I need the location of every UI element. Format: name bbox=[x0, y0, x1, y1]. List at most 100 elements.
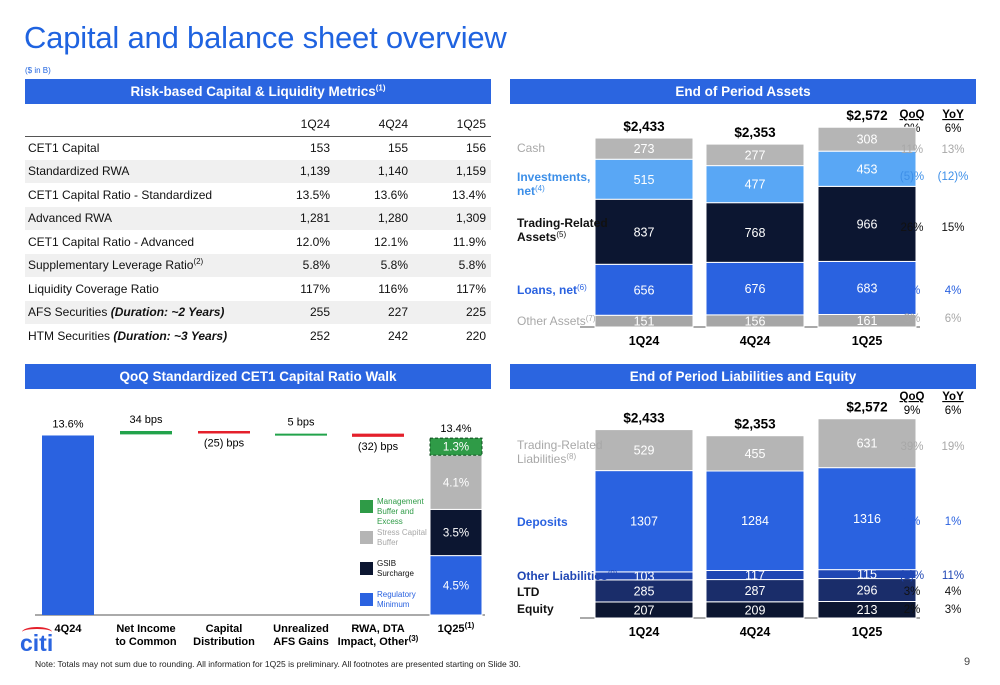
bar-value-label: 1284 bbox=[741, 514, 769, 528]
series-yoy: 4% bbox=[945, 285, 962, 297]
end-bar-segment bbox=[429, 454, 483, 510]
bar-value-label: 676 bbox=[745, 282, 766, 296]
legend-label: Stress Capital bbox=[377, 528, 427, 537]
qoq-header: QoQ bbox=[900, 391, 925, 403]
start-bar bbox=[42, 435, 94, 615]
bar-value-label: 209 bbox=[745, 603, 766, 617]
x-tick-label: 1Q24 bbox=[629, 625, 660, 639]
metrics-col-header: 1Q24 bbox=[257, 112, 335, 137]
metrics-cell: 116% bbox=[378, 281, 408, 296]
x-tick-label: 1Q25 bbox=[852, 625, 883, 639]
bar-value-label: 1307 bbox=[630, 515, 658, 529]
end-bar-label: 3.5% bbox=[443, 528, 469, 540]
walk-step-bar bbox=[275, 433, 327, 436]
series-label: Other Liabilities(9) bbox=[517, 569, 618, 583]
bar-segment bbox=[594, 429, 694, 472]
qoq-header: QoQ bbox=[900, 109, 925, 121]
series-label-footnote: (8) bbox=[566, 452, 576, 461]
series-label-footnote: (9) bbox=[608, 569, 618, 578]
series-yoy: 11% bbox=[942, 570, 964, 582]
walk-step-bar bbox=[120, 430, 172, 435]
metrics-row: HTM Securities (Duration: ~3 Years) 252 24… bbox=[25, 324, 491, 348]
series-label-line: Equity bbox=[517, 602, 554, 616]
x-tick-label-line: RWA, DTA bbox=[351, 623, 404, 635]
series-label-line: Loans, net(6) bbox=[517, 283, 587, 297]
walk-step-bar bbox=[198, 430, 250, 434]
metrics-cell: 13.4% bbox=[451, 187, 486, 202]
bar-segment bbox=[817, 126, 917, 152]
series-yoy: 13% bbox=[941, 144, 964, 156]
x-tick-label-line: Impact, Other(3) bbox=[338, 634, 419, 648]
series-label: Equity bbox=[517, 602, 554, 616]
metrics-row: CET1 Capital Ratio - Advanced 12.0% 12.1% 1… bbox=[25, 230, 491, 254]
series-label-line: LTD bbox=[517, 585, 540, 599]
metrics-header-row: 1Q24 4Q24 1Q25 bbox=[25, 112, 491, 137]
series-label-line: Cash bbox=[517, 141, 545, 155]
metrics-cell: 1,139 bbox=[257, 159, 335, 183]
bar-value-label: 631 bbox=[857, 437, 878, 451]
bar-value-label: 273 bbox=[634, 142, 655, 156]
bar-value-label: 285 bbox=[634, 584, 655, 598]
series-qoq: 2% bbox=[904, 516, 921, 528]
x-tick-label-line: Capital bbox=[206, 623, 243, 635]
total-qoq: 9% bbox=[904, 405, 921, 417]
metrics-row: Supplementary Leverage Ratio(2) 5.8% 5.8% 5… bbox=[25, 253, 491, 277]
legend-swatch bbox=[360, 562, 373, 575]
total-yoy: 6% bbox=[945, 405, 962, 417]
end-total-label: 13.4% bbox=[440, 423, 471, 435]
series-qoq: 11% bbox=[901, 144, 923, 156]
legend-label: Management bbox=[377, 497, 424, 506]
metrics-cell: 225 bbox=[413, 300, 491, 324]
bar-total-label: $2,353 bbox=[734, 417, 776, 432]
metrics-row-duration: (Duration: ~2 Years) bbox=[110, 305, 225, 320]
bar-value-label: 213 bbox=[857, 603, 878, 617]
series-yoy: (12)% bbox=[938, 171, 969, 183]
bar-segment bbox=[705, 143, 805, 167]
bar-value-label: 966 bbox=[857, 217, 878, 231]
metrics-col-header: 4Q24 bbox=[335, 112, 413, 137]
metrics-cell: 220 bbox=[465, 328, 486, 343]
bar-value-label: 277 bbox=[745, 148, 766, 162]
metrics-panel-header: Risk-based Capital & Liquidity Metrics(1… bbox=[25, 79, 491, 104]
end-bar-segment bbox=[429, 508, 483, 557]
metrics-row-label: CET1 Capital bbox=[28, 141, 100, 155]
metrics-cell: 13.6% bbox=[373, 187, 408, 202]
metrics-row-duration: (Duration: ~3 Years) bbox=[113, 328, 228, 343]
units-label: ($ in B) bbox=[25, 66, 51, 75]
metrics-cell: 1,140 bbox=[335, 159, 413, 183]
series-label: Loans, net(6) bbox=[517, 283, 587, 297]
legend-swatch bbox=[360, 531, 373, 544]
metrics-cell: 1,280 bbox=[335, 206, 413, 230]
series-label-footnote: (4) bbox=[535, 184, 545, 193]
bar-segment bbox=[817, 260, 917, 315]
legend-label: Regulatory bbox=[377, 590, 416, 599]
metrics-cell: 255 bbox=[257, 300, 335, 324]
bar-segment bbox=[817, 467, 917, 571]
series-qoq: 26% bbox=[900, 222, 923, 234]
bar-segment bbox=[594, 470, 694, 573]
series-label: Other Assets(7) bbox=[517, 314, 596, 328]
series-yoy: 3% bbox=[945, 604, 962, 616]
bar-value-label: 768 bbox=[745, 226, 766, 240]
bar-value-label: 1316 bbox=[853, 512, 881, 526]
bar-total-label: $2,353 bbox=[734, 125, 776, 140]
series-label: Deposits bbox=[517, 515, 568, 529]
series-qoq: 39% bbox=[900, 441, 923, 453]
series-label-line: net(4) bbox=[517, 184, 545, 198]
citi-logo-arc bbox=[22, 627, 52, 637]
bar-total-label: $2,572 bbox=[846, 400, 887, 415]
x-tick-label-line: to Common bbox=[115, 636, 176, 648]
metrics-cell: 12.0% bbox=[295, 234, 330, 249]
metrics-row-footnote: (2) bbox=[193, 257, 204, 267]
bar-segment bbox=[594, 263, 694, 316]
metrics-cell: 13.5% bbox=[295, 187, 330, 202]
bar-value-label: 287 bbox=[745, 584, 766, 598]
series-label-footnote: (5) bbox=[556, 230, 566, 239]
total-yoy: 6% bbox=[945, 123, 962, 135]
metrics-row-label: AFS Securities (Duration: ~2 Years) bbox=[25, 300, 257, 324]
legend-label: Buffer bbox=[377, 538, 399, 547]
metrics-cell: 11.9% bbox=[452, 234, 486, 249]
